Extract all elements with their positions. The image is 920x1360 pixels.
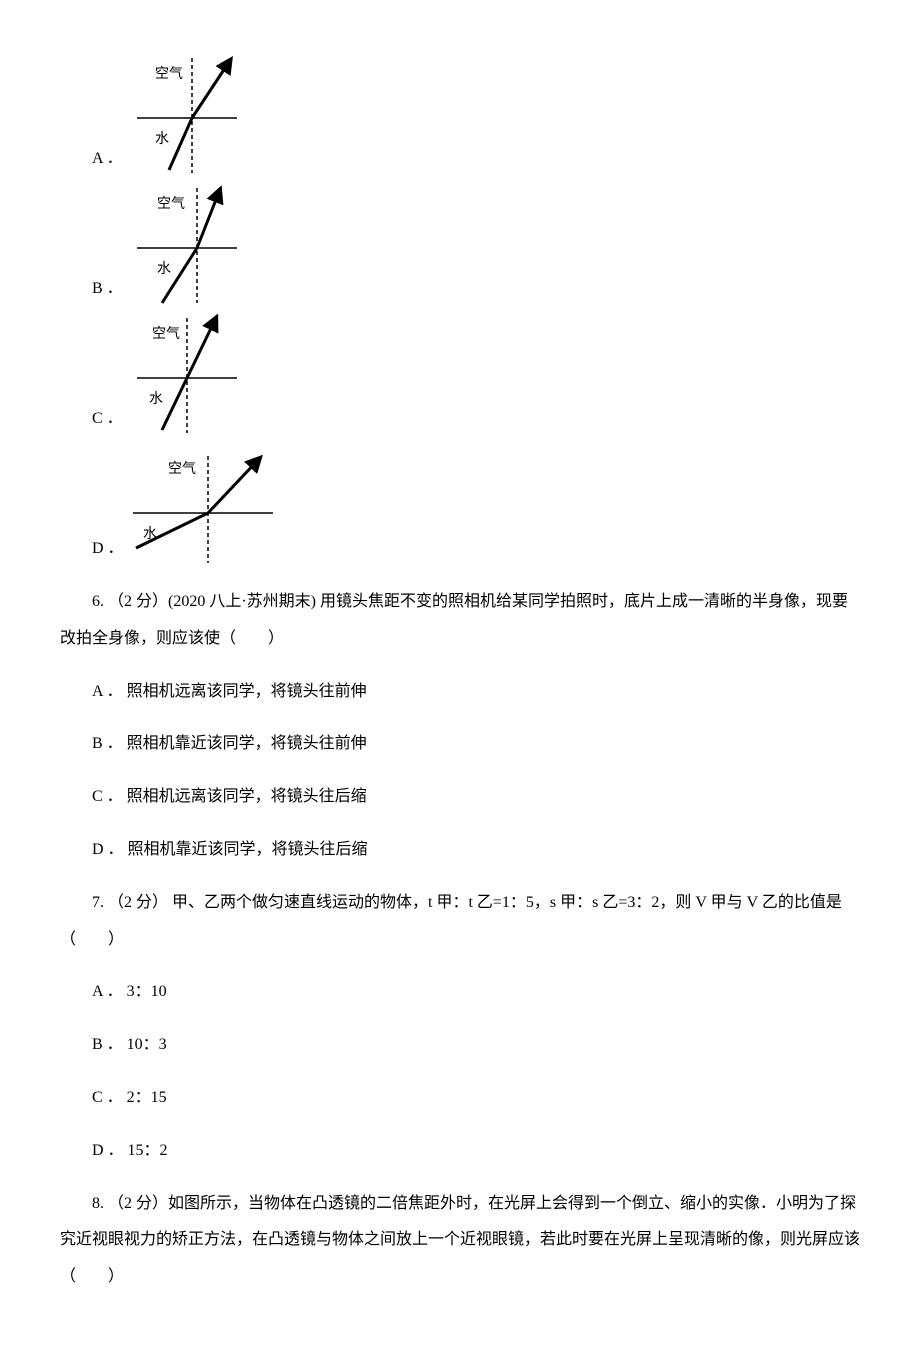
- refraction-diagram-D: 空气 水: [128, 438, 278, 568]
- page: A ． 空气 水 B ．: [0, 0, 920, 1360]
- option-label-A: A ．: [92, 141, 123, 178]
- q6-option-A: A ． 照相机远离该同学，将镜头往前伸: [92, 674, 860, 711]
- q6-option-B: B ． 照相机靠近该同学，将镜头往前伸: [92, 726, 860, 763]
- water-label: 水: [149, 391, 163, 407]
- air-label: 空气: [168, 461, 196, 477]
- water-label: 水: [155, 131, 169, 147]
- q8-stem: 8. （2 分）如图所示，当物体在凸透镜的二倍焦距外时，在光屏上会得到一个倒立、…: [60, 1186, 860, 1296]
- q6-option-D: D ． 照相机靠近该同学，将镜头往后缩: [92, 832, 860, 869]
- option-label-C: C ．: [92, 401, 123, 438]
- water-label: 水: [143, 526, 157, 542]
- air-label: 空气: [155, 66, 183, 82]
- refraction-diagram-A: 空气 水: [127, 48, 247, 178]
- q7-option-A: A ． 3：10: [92, 974, 860, 1011]
- q5-option-D: D ． 空气 水: [92, 438, 860, 568]
- q5-option-B: B ． 空气 水: [92, 178, 860, 308]
- air-label: 空气: [157, 196, 185, 212]
- option-label-D: D ．: [92, 531, 124, 568]
- option-label-B: B ．: [92, 271, 123, 308]
- q7-stem: 7. （2 分） 甲、乙两个做匀速直线运动的物体，t 甲：t 乙=1：5，s 甲…: [60, 885, 860, 959]
- q6-stem: 6. （2 分）(2020 八上·苏州期末) 用镜头焦距不变的照相机给某同学拍照…: [60, 584, 860, 658]
- refraction-diagram-C: 空气 水: [127, 308, 247, 438]
- q7-option-B: B ． 10：3: [92, 1027, 860, 1064]
- water-label: 水: [157, 261, 171, 277]
- q5-option-A: A ． 空气 水: [92, 48, 860, 178]
- q5-option-C: C ． 空气 水: [92, 308, 860, 438]
- refraction-diagram-B: 空气 水: [127, 178, 247, 308]
- q7-option-D: D ． 15：2: [92, 1133, 860, 1170]
- q6-option-C: C ． 照相机远离该同学，将镜头往后缩: [92, 779, 860, 816]
- q7-option-C: C ． 2：15: [92, 1080, 860, 1117]
- air-label: 空气: [152, 326, 180, 342]
